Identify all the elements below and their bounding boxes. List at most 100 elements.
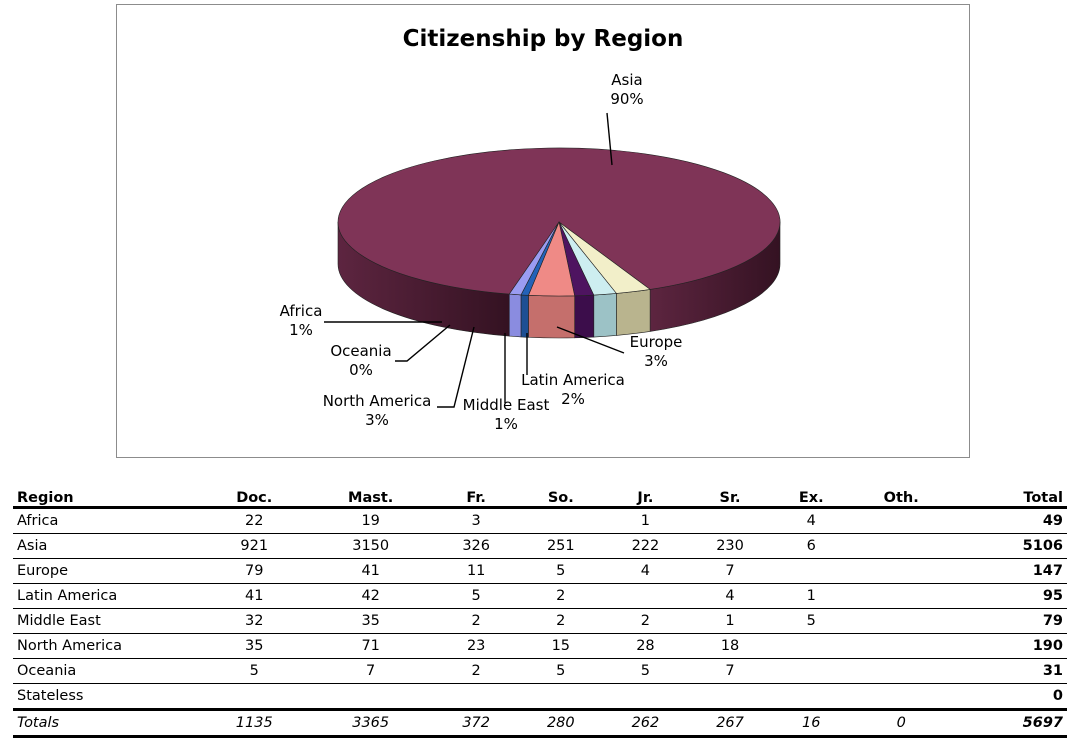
table-cell: 0 [850, 709, 953, 738]
table-cell [772, 683, 851, 711]
table-cell [201, 683, 308, 711]
table-cell: Europe [13, 558, 201, 584]
table-cell: 19 [307, 507, 434, 534]
table-cell: 5 [772, 608, 851, 634]
table-cell [850, 533, 953, 559]
table-cell: 5 [603, 658, 688, 684]
pie-side-africa [508, 293, 522, 338]
table-cell: 23 [433, 633, 519, 659]
table-cell: 1 [772, 583, 851, 609]
leader-line-europe [556, 326, 625, 354]
table-cell: 42 [307, 583, 434, 609]
leader-line-north-america [437, 326, 475, 408]
pie-sides [337, 221, 781, 339]
table-cell [433, 683, 519, 711]
table-cell [772, 658, 851, 684]
table-cell: 71 [307, 633, 434, 659]
table-cell: 2 [433, 608, 519, 634]
table-cell: 5 [433, 583, 519, 609]
chart-panel: Asia 90% Europe 3% Latin America 2% Middle Eas… [116, 4, 970, 458]
table-cell: 7 [687, 658, 773, 684]
table-cell: Africa [13, 507, 201, 534]
pie-side-oceania [520, 294, 529, 338]
table-cell: Totals [13, 709, 201, 738]
slice-label-latin-america: Latin America [521, 371, 625, 389]
table-cell: Latin America [13, 583, 201, 609]
table-cell [772, 558, 851, 584]
table-row: North America 35 71 23 15 28 18 190 [13, 633, 1067, 659]
slice-pct-latin-america: 2% [561, 390, 585, 408]
table-cell: 4 [772, 507, 851, 534]
table-cell: 28 [603, 633, 688, 659]
table-cell: 6 [772, 533, 851, 559]
table-cell: 41 [307, 558, 434, 584]
column-header: Ex. [772, 484, 851, 509]
table-body: Africa 22 19 3 1 4 49 Asia 921 3150 326 251 222 230 6 5… [13, 507, 1067, 738]
table-cell [603, 683, 688, 711]
slice-label-europe: Europe [630, 333, 683, 351]
table-cell: 326 [433, 533, 519, 559]
table-cell [518, 507, 604, 534]
table-cell: 31 [952, 658, 1067, 684]
slice-pct-middle-east: 1% [494, 415, 518, 433]
pie-side-europe [616, 289, 651, 336]
table-cell: 1 [603, 507, 688, 534]
table-cell [850, 633, 953, 659]
table-row: Africa 22 19 3 1 4 49 [13, 507, 1067, 534]
table-cell: 2 [518, 608, 604, 634]
table-cell [687, 507, 773, 534]
pie-tops [337, 147, 781, 297]
totals-row: Totals 1135 3365 372 280 262 267 16 0 5697 [13, 709, 1067, 738]
table-cell: 280 [518, 709, 604, 738]
slice-label-asia: Asia [611, 71, 642, 89]
column-header: So. [518, 484, 604, 509]
table-cell: Asia [13, 533, 201, 559]
pie-slice-africa [508, 221, 560, 296]
pie-side-latin-america [593, 293, 617, 338]
pie-leaders [324, 112, 625, 408]
table-cell: 2 [518, 583, 604, 609]
table-row: Europe 79 41 11 5 4 7 147 [13, 558, 1067, 584]
table-cell: 22 [201, 507, 308, 534]
table-cell: 4 [603, 558, 688, 584]
table-cell: 16 [772, 709, 851, 738]
table-cell: 35 [201, 633, 308, 659]
column-header: Total [952, 484, 1067, 509]
table-cell: 2 [433, 658, 519, 684]
table-cell: 921 [201, 533, 308, 559]
table-cell: 35 [307, 608, 434, 634]
table-cell: 32 [201, 608, 308, 634]
slice-label-middle-east: Middle East [463, 396, 550, 414]
table-cell: 2 [603, 608, 688, 634]
chart-title: Citizenship by Region [402, 26, 684, 52]
table-cell: 147 [952, 558, 1067, 584]
slice-pct-asia: 90% [610, 90, 643, 108]
table-cell: 7 [687, 558, 773, 584]
table-cell: 372 [433, 709, 519, 738]
table-cell [603, 583, 688, 609]
table-cell: 3365 [307, 709, 434, 738]
table-cell: 5 [201, 658, 308, 684]
column-header: Mast. [307, 484, 434, 509]
table-cell: North America [13, 633, 201, 659]
table-cell: 15 [518, 633, 604, 659]
column-header: Doc. [201, 484, 308, 509]
table-cell: 190 [952, 633, 1067, 659]
table-cell: 18 [687, 633, 773, 659]
table-cell [687, 683, 773, 711]
table-cell: 11 [433, 558, 519, 584]
table-cell: Oceania [13, 658, 201, 684]
table-cell: 251 [518, 533, 604, 559]
column-header: Sr. [687, 484, 773, 509]
table-cell: 5106 [952, 533, 1067, 559]
table-cell: 0 [952, 683, 1067, 711]
table-cell [850, 608, 953, 634]
table-cell: Middle East [13, 608, 201, 634]
table-cell: 4 [687, 583, 773, 609]
table-cell: 3150 [307, 533, 434, 559]
table-row: Latin America 41 42 5 2 4 1 95 [13, 583, 1067, 609]
column-header: Oth. [850, 484, 953, 509]
slice-pct-oceania: 0% [349, 361, 373, 379]
table-row: Middle East 32 35 2 2 2 1 5 79 [13, 608, 1067, 634]
